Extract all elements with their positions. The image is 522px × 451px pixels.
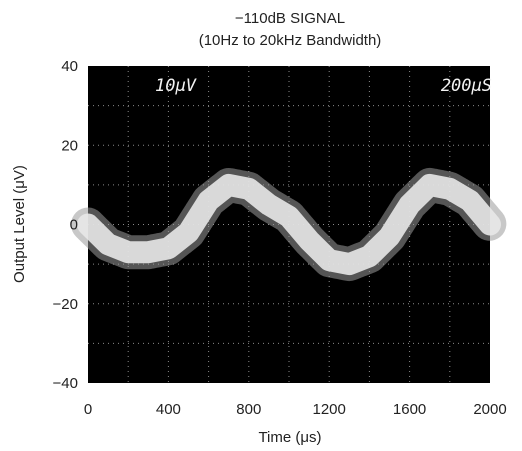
y-tick-label: 20 — [61, 137, 78, 154]
x-axis-label: Time (μs) — [258, 429, 321, 446]
x-tick-label: 800 — [236, 401, 261, 418]
trace-band — [77, 173, 501, 276]
scope-volts-per-div: 10μV — [155, 76, 197, 96]
chart-title: −110dB SIGNAL — [235, 10, 345, 27]
scope-time-per-div: 200μS — [441, 76, 492, 96]
axis-ticks: 0 400 800 1200 1600 2000 40 20 0 −20 −40 — [53, 58, 507, 418]
y-tick-label: −40 — [53, 375, 78, 392]
x-tick-label: 1200 — [313, 401, 346, 418]
y-tick-label: 40 — [61, 58, 78, 75]
y-tick-label: 0 — [70, 217, 78, 234]
y-axis-label: Output Level (μV) — [11, 165, 28, 283]
x-tick-label: 400 — [156, 401, 181, 418]
chart-subtitle: (10Hz to 20kHz Bandwidth) — [199, 32, 382, 49]
signal-trace — [71, 167, 507, 282]
y-tick-label: −20 — [53, 296, 78, 313]
x-tick-label: 0 — [84, 401, 92, 418]
x-tick-label: 2000 — [473, 401, 506, 418]
x-tick-label: 1600 — [393, 401, 426, 418]
